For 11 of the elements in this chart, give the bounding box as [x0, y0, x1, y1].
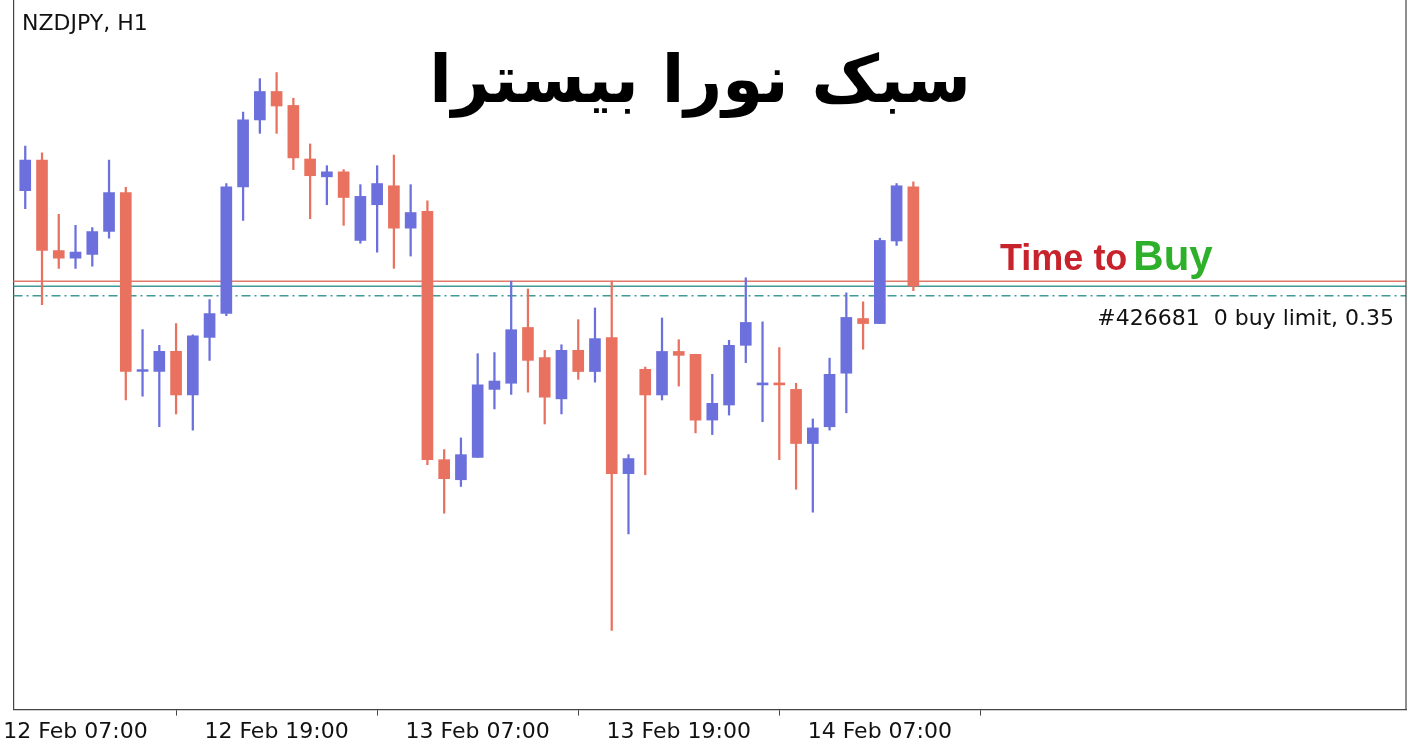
x-tick-label: 13 Feb 07:00 [405, 717, 550, 743]
x-tick-label: 12 Feb 19:00 [204, 717, 349, 743]
text: Buy [1133, 232, 1214, 279]
ref-line-label: #426681 0 buy limit, 0.35 [1097, 305, 1394, 331]
chart-title: سبک نورا بیسترا [429, 41, 971, 119]
candlestick [857, 301, 869, 350]
x-tick-label: 13 Feb 19:00 [606, 717, 751, 743]
text: Time to [1000, 237, 1128, 278]
chart-subtitle: NZDJPY, H1 [22, 10, 148, 35]
x-tick-label: 14 Feb 07:00 [807, 717, 953, 743]
x-tick-label: 12 Feb 07:00 [3, 717, 148, 743]
